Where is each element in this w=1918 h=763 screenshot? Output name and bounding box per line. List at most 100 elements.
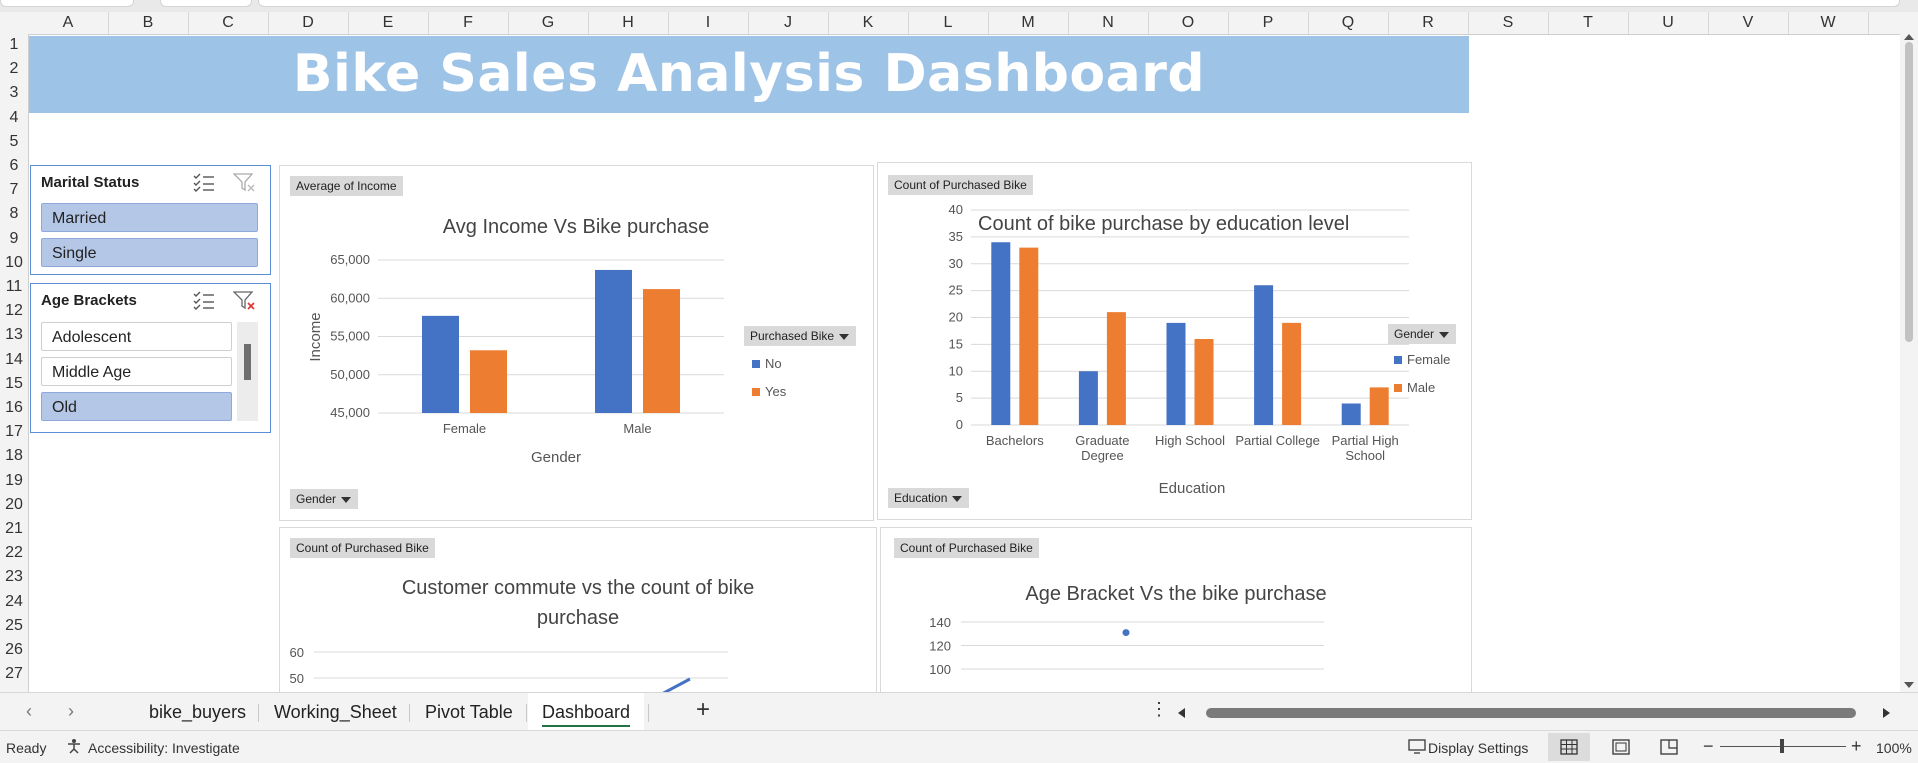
row-header[interactable]: 26 <box>5 641 23 658</box>
column-header[interactable]: W <box>1788 12 1869 34</box>
slicer-item-middle-age[interactable]: Middle Age <box>41 357 232 386</box>
chart-age-bracket[interactable]: Count of Purchased Bike Age Bracket Vs t… <box>880 527 1472 692</box>
sheet-tab-pivot-table[interactable]: Pivot Table <box>411 693 527 731</box>
field-button-axis[interactable]: Education <box>888 488 970 508</box>
multi-select-icon[interactable] <box>193 290 215 310</box>
field-button-values[interactable]: Average of Income <box>290 176 403 196</box>
row-header[interactable]: 14 <box>5 350 23 368</box>
next-sheet-icon[interactable]: › <box>68 701 74 721</box>
row-header[interactable]: 13 <box>5 326 23 344</box>
row-header[interactable]: 4 <box>9 108 19 126</box>
row-header[interactable]: 23 <box>5 568 23 586</box>
sheet-tab-bike-buyers[interactable]: bike_buyers <box>135 693 260 731</box>
display-settings-button[interactable]: Display Settings <box>1428 740 1529 756</box>
row-header[interactable]: 1 <box>9 36 19 53</box>
row-header[interactable]: 3 <box>9 84 19 102</box>
row-header[interactable]: 12 <box>5 302 23 320</box>
horizontal-scroll-thumb[interactable] <box>1206 708 1856 718</box>
column-header[interactable]: R <box>1388 12 1469 34</box>
column-header[interactable]: B <box>108 12 189 34</box>
slicer-item-old[interactable]: Old <box>41 392 232 421</box>
clear-filter-icon[interactable] <box>233 172 255 192</box>
more-options-icon[interactable]: ⋮ <box>1150 699 1168 719</box>
slicer-item-married[interactable]: Married <box>41 203 258 232</box>
row-header[interactable]: 22 <box>5 544 23 562</box>
row-header[interactable]: 5 <box>9 132 19 150</box>
field-button-values[interactable]: Count of Purchased Bike <box>894 538 1039 558</box>
slicer-scrollbar[interactable] <box>237 322 258 421</box>
column-header[interactable]: A <box>28 12 109 34</box>
zoom-slider-thumb[interactable] <box>1780 739 1784 753</box>
row-header[interactable]: 24 <box>5 592 23 610</box>
accessibility-icon[interactable] <box>66 738 82 754</box>
zoom-out-button[interactable]: − <box>1703 736 1714 756</box>
row-header[interactable]: 27 <box>5 665 23 683</box>
scroll-up-icon[interactable] <box>1904 34 1914 40</box>
row-header[interactable]: 10 <box>5 253 23 271</box>
clear-filter-icon[interactable] <box>233 290 255 310</box>
column-header[interactable]: J <box>748 12 829 34</box>
slicer-item-adolescent[interactable]: Adolescent <box>41 322 232 351</box>
column-header[interactable]: M <box>988 12 1069 34</box>
column-header[interactable]: K <box>828 12 909 34</box>
chart-commute[interactable]: Count of Purchased Bike Customer commute… <box>279 527 877 692</box>
add-sheet-button[interactable]: + <box>696 696 711 723</box>
chart-education[interactable]: Count of Purchased Bike Education Gender… <box>877 162 1472 520</box>
column-header[interactable]: E <box>348 12 429 34</box>
row-header[interactable]: 25 <box>5 616 23 634</box>
column-header[interactable]: N <box>1068 12 1149 34</box>
row-header[interactable]: 11 <box>5 278 23 295</box>
field-button-values[interactable]: Count of Purchased Bike <box>888 175 1033 195</box>
slicer-scroll-thumb[interactable] <box>244 344 251 380</box>
prev-sheet-icon[interactable]: ‹ <box>26 701 32 721</box>
row-header[interactable]: 20 <box>5 495 23 513</box>
column-header[interactable]: V <box>1708 12 1789 34</box>
row-header[interactable]: 7 <box>9 181 19 199</box>
column-header[interactable]: G <box>508 12 589 34</box>
column-header[interactable]: T <box>1548 12 1629 34</box>
column-header[interactable]: S <box>1468 12 1549 34</box>
slicer-item-single[interactable]: Single <box>41 238 258 267</box>
page-layout-icon[interactable] <box>1612 739 1630 755</box>
horizontal-scroll-track[interactable] <box>1194 708 1874 718</box>
scroll-left-icon[interactable] <box>1178 708 1185 718</box>
horizontal-scrollbar[interactable] <box>1178 708 1890 718</box>
column-header[interactable]: Q <box>1308 12 1389 34</box>
age-brackets-slicer[interactable]: Age Brackets Adolescent Middle Age Old <box>30 283 271 433</box>
zoom-level[interactable]: 100% <box>1876 740 1912 756</box>
column-header[interactable]: L <box>908 12 989 34</box>
row-header[interactable]: 8 <box>9 205 19 223</box>
scroll-down-icon[interactable] <box>1904 682 1914 688</box>
zoom-in-button[interactable]: + <box>1851 736 1862 756</box>
accessibility-status[interactable]: Accessibility: Investigate <box>88 740 240 756</box>
row-header[interactable]: 15 <box>5 374 23 392</box>
row-header[interactable]: 17 <box>5 423 23 441</box>
column-header[interactable]: F <box>428 12 509 34</box>
field-button-axis[interactable]: Gender <box>290 489 359 509</box>
field-button-legend[interactable]: Gender <box>1388 324 1457 344</box>
column-header[interactable]: O <box>1148 12 1229 34</box>
normal-view-button[interactable] <box>1548 733 1590 761</box>
column-header[interactable]: U <box>1628 12 1709 34</box>
column-header[interactable]: I <box>668 12 749 34</box>
row-header[interactable]: 6 <box>9 157 19 174</box>
column-header[interactable]: P <box>1228 12 1309 34</box>
sheet-tab-dashboard[interactable]: Dashboard <box>528 693 645 731</box>
vertical-scroll-thumb[interactable] <box>1905 42 1913 342</box>
row-header[interactable]: 21 <box>5 520 23 537</box>
row-header[interactable]: 9 <box>9 229 19 247</box>
marital-status-slicer[interactable]: Marital Status Married Single <box>30 165 271 275</box>
page-break-preview-icon[interactable] <box>1660 739 1678 755</box>
row-header[interactable]: 16 <box>5 399 23 416</box>
sheet-tab-working-sheet[interactable]: Working_Sheet <box>260 693 411 731</box>
chart-avg-income[interactable]: Average of Income Gender Purchased Bike … <box>279 165 874 521</box>
row-header[interactable]: 18 <box>5 447 23 465</box>
field-button-values[interactable]: Count of Purchased Bike <box>290 538 435 558</box>
field-button-legend[interactable]: Purchased Bike <box>744 326 857 346</box>
display-settings-icon[interactable] <box>1408 739 1426 754</box>
row-header[interactable]: 2 <box>9 60 19 78</box>
row-header[interactable]: 19 <box>5 471 23 489</box>
column-header[interactable]: C <box>188 12 269 34</box>
multi-select-icon[interactable] <box>193 172 215 192</box>
